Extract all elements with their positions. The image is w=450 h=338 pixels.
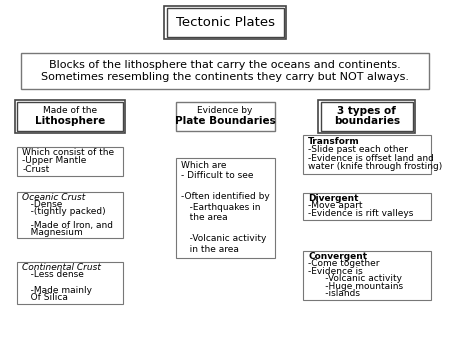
Text: -Evidence is: -Evidence is: [308, 267, 363, 276]
Text: -Evidence is rift valleys: -Evidence is rift valleys: [308, 209, 414, 218]
Text: -Made of Iron, and: -Made of Iron, and: [22, 221, 113, 230]
Text: -Upper Mantle: -Upper Mantle: [22, 156, 87, 165]
Text: Transform: Transform: [308, 137, 360, 146]
Text: Oceanic Crust: Oceanic Crust: [22, 193, 86, 202]
Bar: [17, 147, 122, 176]
Bar: [302, 135, 431, 174]
Text: the area: the area: [181, 213, 228, 222]
Text: -Often identified by: -Often identified by: [181, 192, 270, 201]
Text: -Come together: -Come together: [308, 259, 379, 268]
Text: Magnesium: Magnesium: [22, 228, 83, 237]
Bar: [17, 193, 122, 238]
Text: water (knife through frosting): water (knife through frosting): [308, 163, 442, 171]
Text: -Slide past each other: -Slide past each other: [308, 145, 408, 154]
Text: Sometimes resembling the continents they carry but NOT always.: Sometimes resembling the continents they…: [41, 72, 409, 82]
Bar: [176, 102, 274, 131]
Text: Lithosphere: Lithosphere: [35, 116, 105, 126]
Text: Continental Crust: Continental Crust: [22, 263, 101, 272]
Bar: [21, 53, 428, 89]
Text: Which are: Which are: [181, 161, 226, 170]
Text: -Earthquakes in: -Earthquakes in: [181, 203, 261, 212]
Text: boundaries: boundaries: [334, 116, 400, 126]
Text: Made of the: Made of the: [43, 106, 97, 115]
Text: -Move apart: -Move apart: [308, 201, 363, 210]
Text: Divergent: Divergent: [308, 194, 359, 202]
Bar: [164, 6, 286, 39]
Text: Convergent: Convergent: [308, 252, 367, 261]
Text: Plate Boundaries: Plate Boundaries: [175, 116, 275, 126]
Text: 3 types of: 3 types of: [338, 106, 396, 116]
Text: -Volcanic activity: -Volcanic activity: [181, 234, 266, 243]
Text: Of Silica: Of Silica: [22, 293, 68, 303]
Text: -Volcanic activity: -Volcanic activity: [308, 274, 402, 283]
Text: -Less dense: -Less dense: [22, 270, 84, 279]
Bar: [17, 102, 122, 131]
Bar: [320, 102, 413, 131]
Bar: [15, 100, 125, 133]
Bar: [166, 8, 284, 37]
Text: -islands: -islands: [308, 289, 360, 298]
Text: Which consist of the: Which consist of the: [22, 148, 114, 157]
Text: -Crust: -Crust: [22, 165, 50, 173]
Text: in the area: in the area: [181, 245, 239, 254]
Text: - Difficult to see: - Difficult to see: [181, 171, 253, 180]
Bar: [17, 262, 122, 304]
Text: Blocks of the lithosphere that carry the oceans and continents.: Blocks of the lithosphere that carry the…: [49, 60, 401, 70]
Text: -Huge mountains: -Huge mountains: [308, 282, 403, 291]
Bar: [318, 100, 415, 133]
Text: -Dense: -Dense: [22, 200, 63, 209]
Bar: [302, 251, 431, 300]
Text: Evidence by: Evidence by: [197, 106, 253, 115]
Bar: [302, 193, 431, 220]
Text: -Made mainly: -Made mainly: [22, 286, 92, 295]
Text: -(tightly packed): -(tightly packed): [22, 207, 106, 216]
Text: Tectonic Plates: Tectonic Plates: [176, 16, 274, 29]
Bar: [176, 158, 274, 258]
Text: -Evidence is offset land and: -Evidence is offset land and: [308, 154, 434, 163]
